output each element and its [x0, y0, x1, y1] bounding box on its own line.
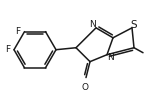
- Text: N: N: [90, 20, 96, 29]
- Text: O: O: [81, 83, 88, 92]
- Text: N: N: [107, 53, 113, 62]
- Text: S: S: [131, 20, 137, 30]
- Text: F: F: [5, 45, 10, 54]
- Text: F: F: [15, 27, 20, 36]
